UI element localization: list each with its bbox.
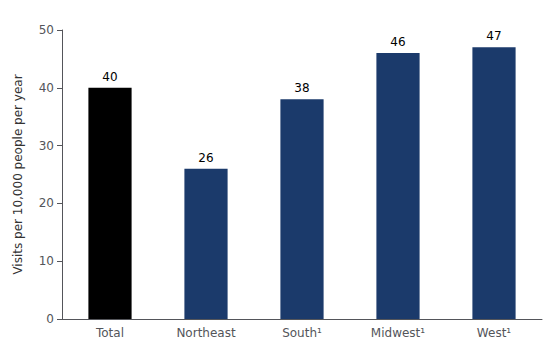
svg-text:50: 50 [39, 23, 54, 37]
svg-text:30: 30 [39, 139, 54, 153]
svg-text:Total: Total [95, 326, 124, 340]
svg-text:West¹: West¹ [477, 326, 512, 340]
svg-text:20: 20 [39, 196, 54, 210]
svg-text:40: 40 [102, 70, 117, 84]
svg-text:South¹: South¹ [282, 326, 322, 340]
svg-text:40: 40 [39, 81, 54, 95]
svg-text:0: 0 [46, 312, 54, 326]
svg-text:Northeast: Northeast [176, 326, 236, 340]
svg-text:26: 26 [198, 151, 213, 165]
svg-text:Midwest¹: Midwest¹ [371, 326, 425, 340]
svg-text:47: 47 [486, 29, 501, 43]
svg-text:46: 46 [390, 35, 405, 49]
svg-text:Visits per 10,000 people per y: Visits per 10,000 people per year [11, 74, 25, 274]
svg-text:10: 10 [39, 254, 54, 268]
svg-text:38: 38 [294, 81, 309, 95]
